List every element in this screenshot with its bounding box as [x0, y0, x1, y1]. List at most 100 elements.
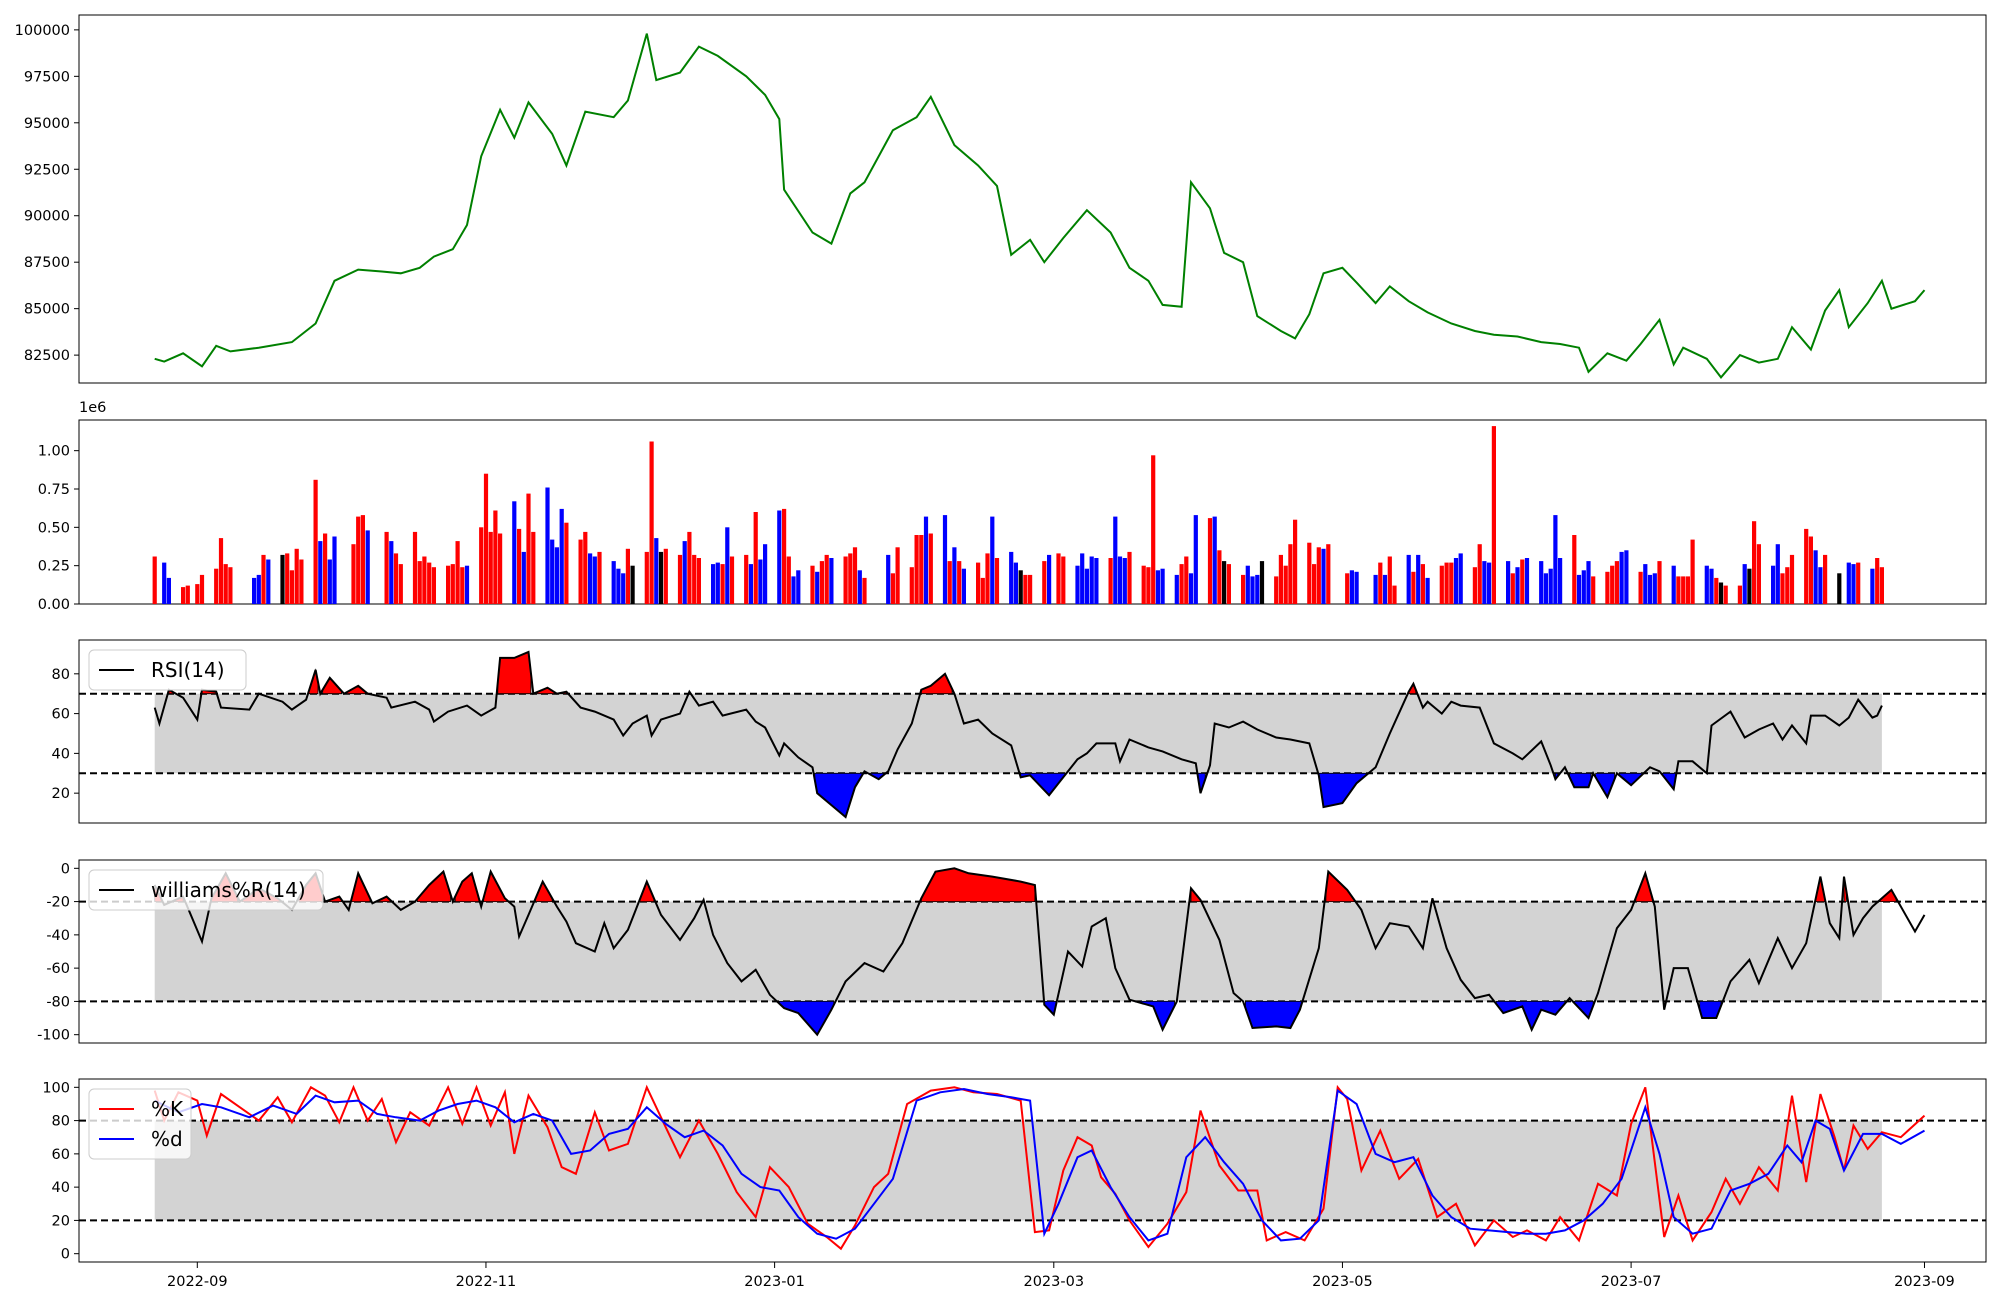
volume-bar — [1742, 564, 1747, 604]
volume-bar — [1591, 576, 1596, 604]
volume-bar — [621, 573, 626, 604]
volume-bar — [1681, 576, 1686, 604]
volume-bar — [1572, 535, 1577, 604]
volume-bar — [1458, 553, 1463, 604]
volume-bar — [1453, 558, 1459, 604]
volume-bar — [729, 556, 735, 604]
volume-bar — [1704, 565, 1709, 604]
volume-bar — [578, 539, 583, 604]
williams-oversold-fill — [1245, 1001, 1303, 1029]
volume-bar — [545, 487, 550, 604]
volume-bar — [1780, 573, 1785, 604]
volume-bar — [550, 539, 555, 604]
volume-bar — [1316, 547, 1321, 604]
volume-bar — [1127, 551, 1132, 604]
volume-bar — [1326, 544, 1331, 604]
volume-bar — [791, 576, 796, 604]
volume-bar — [583, 531, 588, 604]
volume-bar — [677, 554, 683, 604]
stochastic-legend-label: %K — [151, 1097, 184, 1121]
volume-bar — [886, 554, 891, 604]
volume-ytick-label: 1.00 — [38, 444, 70, 460]
volume-bar — [327, 559, 332, 604]
volume-bar — [214, 568, 219, 604]
volume-bar — [952, 547, 957, 604]
volume-bar — [1113, 516, 1118, 604]
volume-bar — [753, 512, 758, 604]
volume-bar — [777, 510, 782, 604]
volume-bar — [1524, 558, 1530, 604]
volume-bar — [1714, 577, 1719, 604]
williams-overbought-fill — [920, 867, 1036, 902]
volume-bar — [1179, 564, 1184, 604]
volume-bar — [152, 556, 157, 604]
rsi-ytick-label: 60 — [52, 707, 70, 723]
rsi-panel: 20 40 60 80 RSI(14) — [52, 639, 1987, 824]
volume-bar — [1643, 564, 1648, 604]
volume-bar — [720, 564, 725, 604]
volume-bar — [1506, 561, 1511, 604]
volume-bar — [592, 556, 597, 604]
williams-r-panel: 0 -20 -40 -60 -80 -100 williams%R(14) — [37, 859, 1987, 1044]
volume-bar — [1278, 554, 1283, 604]
stochastic-legend-label: %d — [151, 1127, 183, 1151]
volume-bar — [1117, 556, 1123, 604]
stochastic-k-line — [153, 1084, 1926, 1251]
williams-legend-label: williams%R(14) — [151, 878, 306, 902]
volume-bar — [1023, 574, 1028, 604]
volume-bar — [786, 556, 791, 604]
volume-bar — [994, 558, 1000, 604]
volume-bar — [431, 567, 436, 604]
volume-bar — [1718, 582, 1724, 604]
volume-bar — [280, 554, 285, 604]
price-frame — [78, 14, 1987, 384]
volume-bar — [1222, 561, 1227, 604]
volume-bar — [199, 574, 205, 604]
volume-bar — [682, 541, 687, 604]
x-tick-label: 2022-09 — [167, 1274, 228, 1290]
stochastic-ytick-label: 100 — [42, 1080, 70, 1096]
volume-bar — [1581, 570, 1586, 604]
price-ytick-label: 90000 — [24, 209, 70, 225]
williams-legend-box — [88, 869, 324, 911]
volume-bar — [1160, 568, 1165, 604]
volume-bar — [857, 570, 862, 604]
price-ytick-label: 87500 — [24, 255, 70, 271]
williams-overbought-fill — [1325, 870, 1355, 902]
volume-bar — [351, 544, 356, 604]
volume-bar — [360, 515, 365, 604]
volume-bar — [819, 561, 824, 604]
volume-bar — [1217, 550, 1222, 604]
volume-bar — [658, 551, 664, 604]
volume-bar — [1515, 567, 1520, 604]
williams-neutral-band — [154, 901, 1882, 1002]
volume-bar — [356, 516, 361, 604]
williams-ytick-label: -40 — [46, 928, 70, 944]
volume-bar — [483, 473, 489, 604]
volume-bar — [1420, 564, 1425, 604]
x-tick-label: 2023-05 — [1312, 1274, 1373, 1290]
volume-bar — [1250, 576, 1255, 604]
volume-bar — [185, 585, 190, 604]
volume-bar — [417, 561, 422, 604]
volume-bar — [1283, 565, 1288, 604]
volume-bar — [630, 565, 635, 604]
volume-bar — [744, 554, 749, 604]
volume-bar — [1487, 562, 1492, 604]
volume-bar — [810, 565, 815, 604]
volume-bar — [1274, 576, 1279, 604]
stochastic-legend-box — [88, 1088, 192, 1160]
volume-bar — [162, 562, 167, 604]
volume-bar — [1553, 515, 1558, 604]
volume-bar — [1406, 554, 1411, 604]
volume-bar — [1075, 565, 1080, 604]
volume-bar — [323, 533, 328, 604]
volume-bar — [1439, 565, 1444, 604]
volume-bar — [181, 587, 186, 604]
volume-bar — [1472, 567, 1477, 604]
williams-line — [153, 867, 1926, 1037]
volume-bar — [1785, 567, 1790, 604]
volume-bar — [848, 553, 853, 604]
volume-bar — [923, 516, 929, 604]
volume-bar — [1193, 515, 1198, 604]
